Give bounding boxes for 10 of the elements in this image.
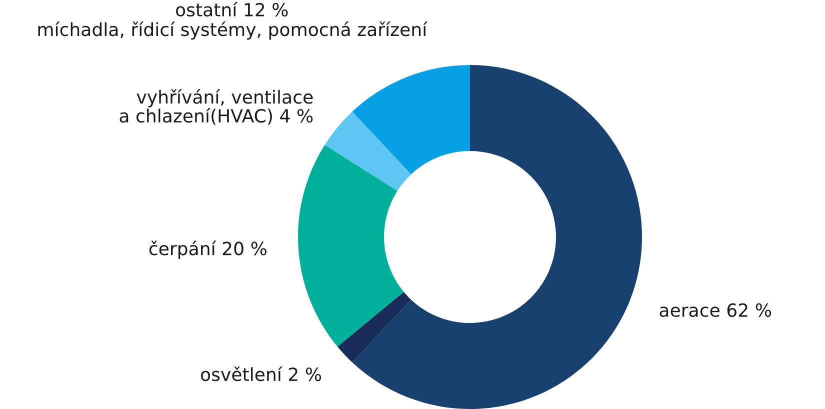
donut-slice <box>337 292 412 362</box>
slice-label: vyhřívání, ventilace a chlazení(HVAC) 4 % <box>120 89 313 125</box>
donut-slice <box>352 65 470 174</box>
slice-label: ostatní 12 % míchadla, řídicí systémy, pomocná zařízení <box>38 2 428 40</box>
slice-label: čerpání 20 % <box>149 240 266 259</box>
slice-label: osvětlení 2 % <box>201 366 322 382</box>
donut-slice <box>324 112 412 191</box>
slice-label: aerace 62 % <box>660 303 772 317</box>
donut-slice <box>298 144 404 347</box>
donut-slice <box>352 65 642 409</box>
